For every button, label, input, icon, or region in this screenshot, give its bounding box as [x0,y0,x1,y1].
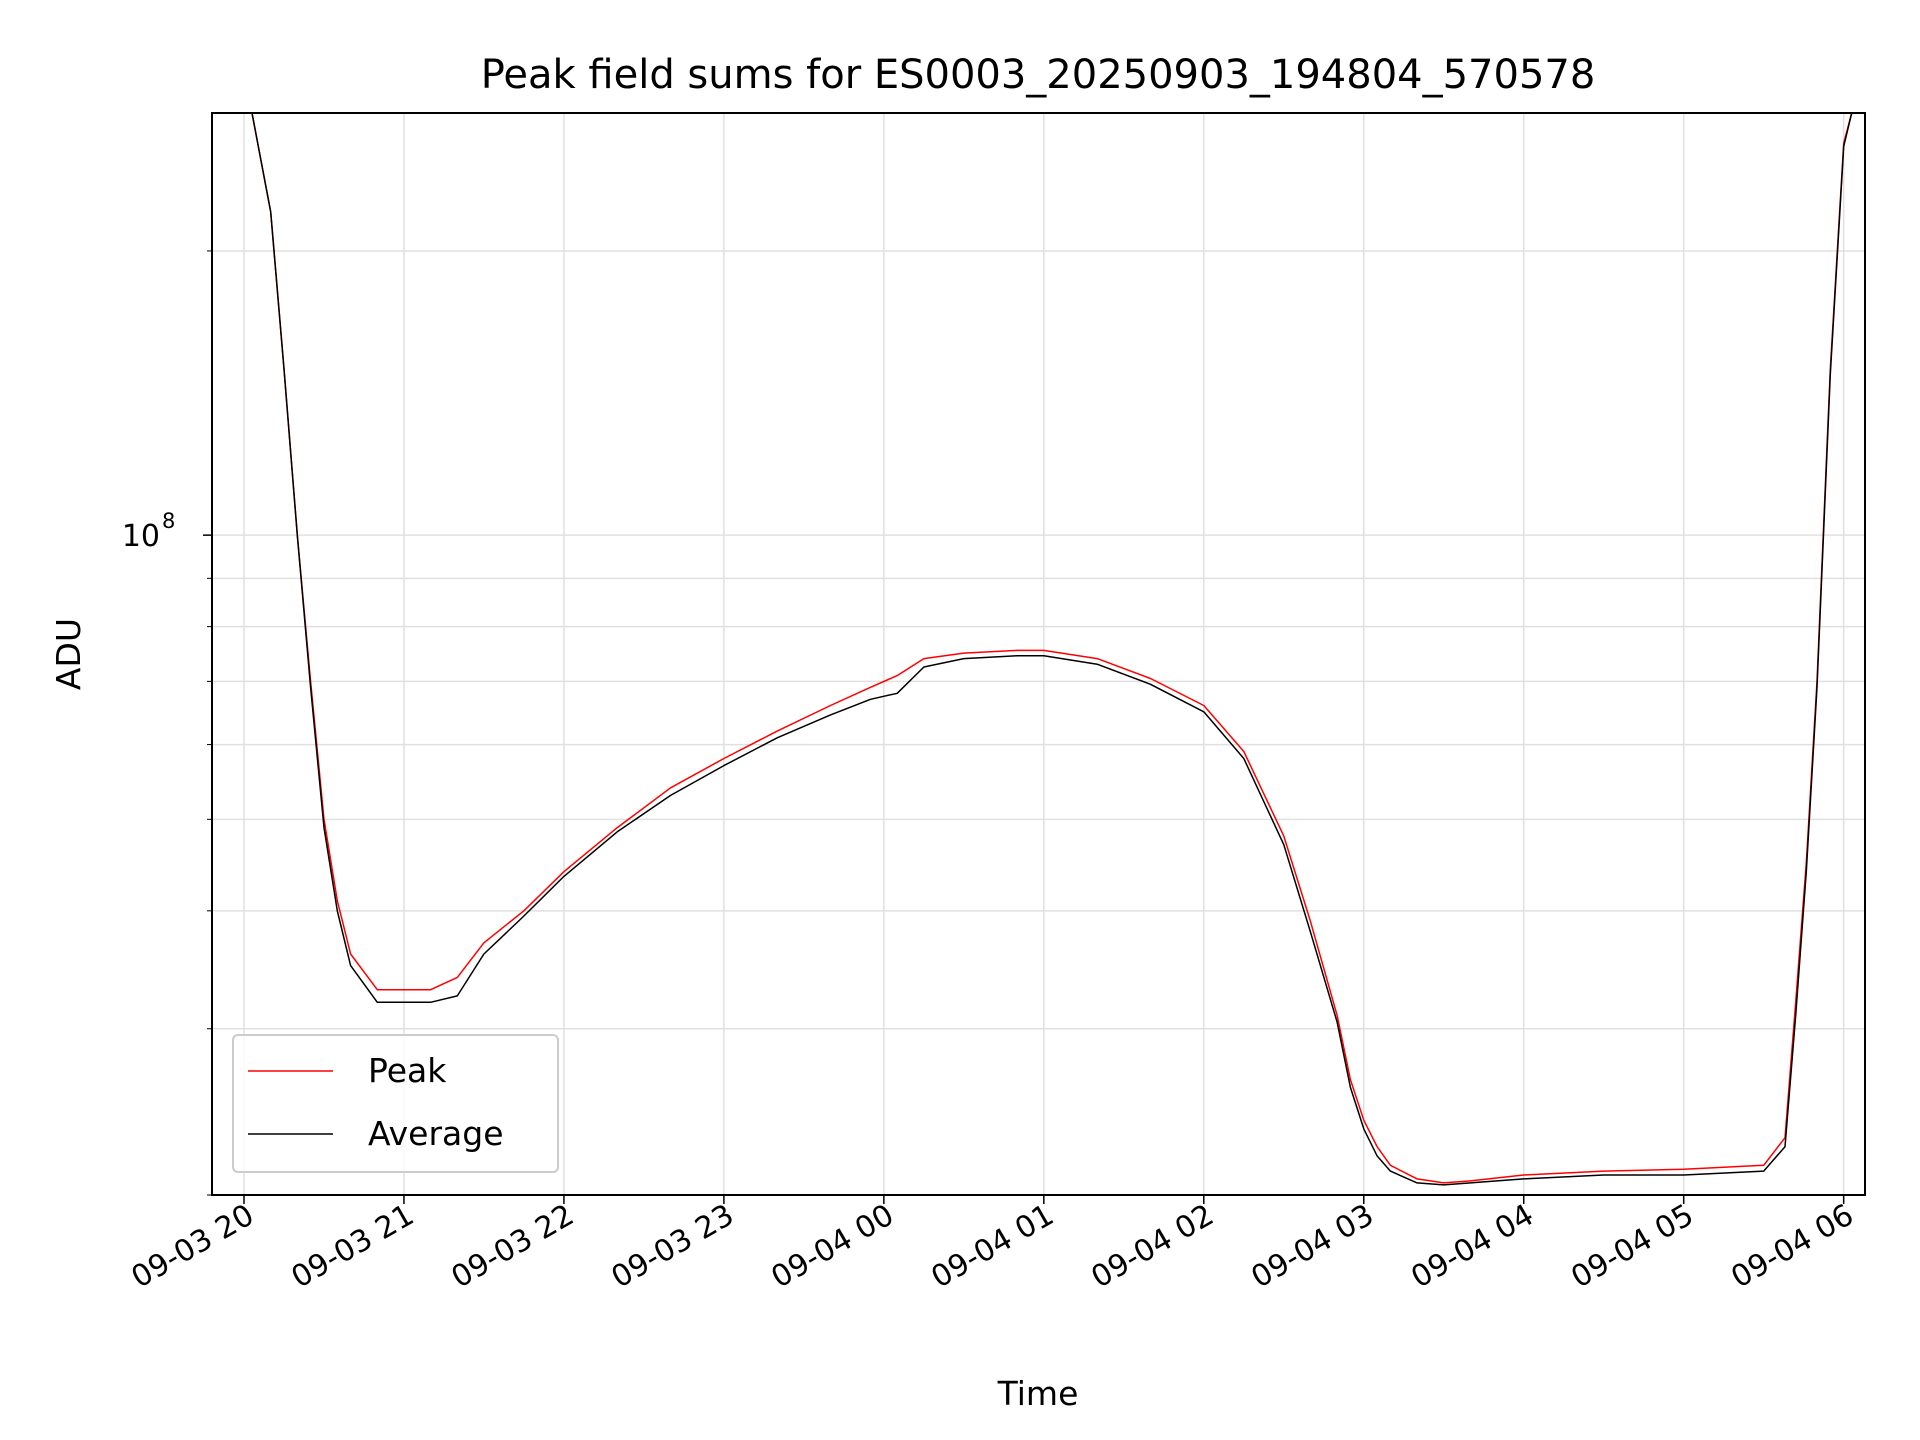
plot-frame [211,112,1866,1196]
y-axis-ticks: 10 8 [122,250,212,1196]
legend: Peak Average [232,1034,559,1173]
legend-label-peak: Peak [368,1051,447,1090]
x-axis-label: Time [997,1374,1079,1413]
y-axis-label: ADU [49,618,88,690]
series-line-peak [251,113,1853,1184]
y-tick-label: 10 [122,519,160,554]
legend-label-average: Average [368,1114,504,1153]
y-tick-label-exponent: 8 [162,509,175,533]
series-group [251,113,1853,1186]
series-line-average [251,113,1853,1186]
legend-box [232,1034,559,1173]
chart-title: Peak field sums for ES0003_20250903_1948… [481,52,1596,98]
